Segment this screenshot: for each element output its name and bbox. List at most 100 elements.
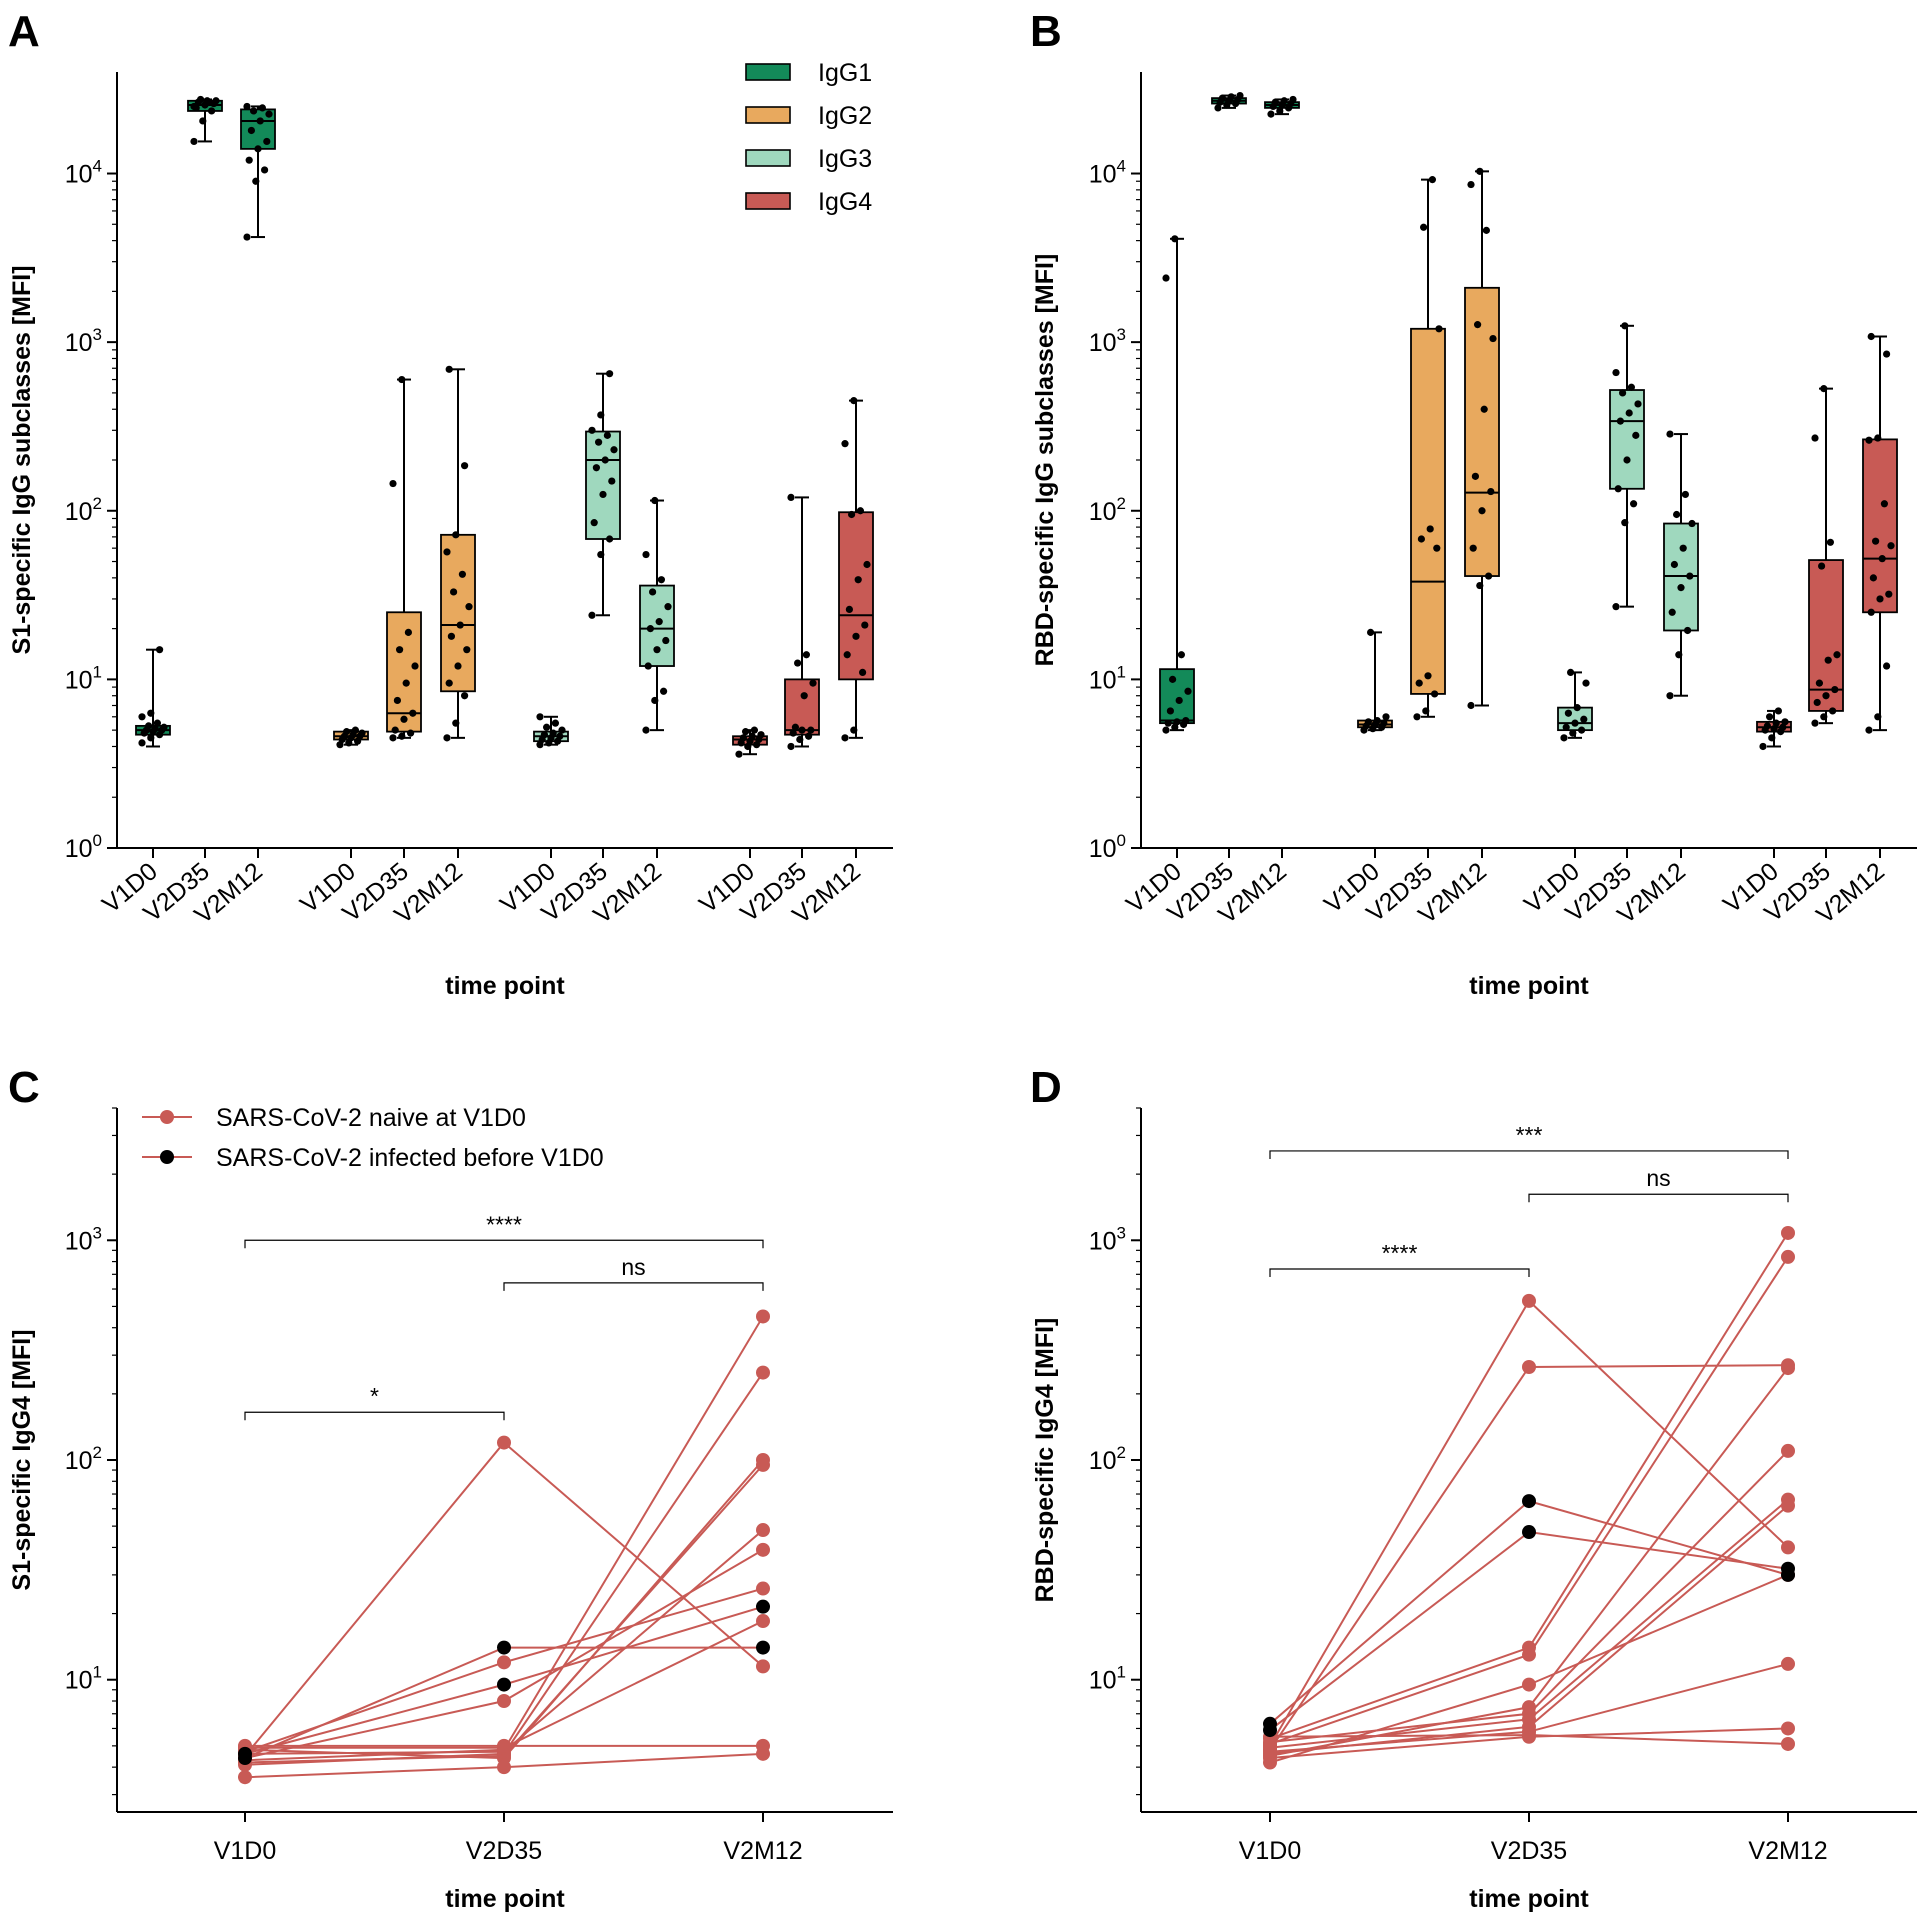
x-axis-title: time point: [1469, 1885, 1589, 1913]
subject-point-naive: [1781, 1721, 1795, 1736]
data-point: [1820, 713, 1828, 721]
data-point: [1382, 713, 1390, 721]
y-axis-title: RBD-specific IgG4 [MFI]: [1031, 1318, 1059, 1603]
data-point: [1467, 701, 1475, 710]
subject-point-naive: [1781, 1225, 1795, 1240]
y-axis-title: S1-specific IgG4 [MFI]: [8, 1329, 36, 1590]
data-point: [1874, 434, 1882, 442]
data-point: [558, 726, 566, 734]
box-iqr: [1808, 559, 1844, 712]
subject-point-naive: [1781, 1540, 1795, 1555]
data-point: [1435, 325, 1443, 333]
box-igg1-v2d35: [1211, 91, 1247, 112]
data-point: [1227, 93, 1235, 101]
data-point: [1688, 519, 1696, 528]
y-tick-label: 101: [65, 1663, 102, 1695]
y-tick-exponent: 2: [93, 1443, 102, 1462]
data-point: [850, 397, 858, 405]
data-point: [1177, 651, 1185, 659]
subject-point-naive: [497, 1694, 511, 1709]
y-tick-exponent: 4: [1117, 157, 1126, 176]
x-axis-title: time point: [445, 1885, 565, 1913]
subject-point-infected: [1781, 1561, 1795, 1576]
y-tick-exponent: 3: [93, 1223, 102, 1242]
data-point: [1772, 719, 1780, 727]
data-point: [456, 621, 464, 629]
box-igg2-v2d35: [1410, 176, 1446, 721]
subject-line: [1269, 1367, 1789, 1757]
y-tick-base: 10: [65, 498, 93, 526]
data-point: [1271, 98, 1279, 106]
legend-swatch-igg1: [745, 63, 791, 81]
box-igg2-v2m12: [440, 365, 476, 742]
significance-label: ***: [1516, 1122, 1543, 1148]
data-point: [1162, 726, 1170, 734]
bracket-line: [1269, 1150, 1789, 1159]
data-point: [1675, 651, 1683, 659]
data-point: [1813, 698, 1821, 707]
data-point: [1469, 544, 1477, 552]
data-point: [1417, 535, 1425, 543]
data-point: [212, 97, 220, 105]
data-point: [1420, 223, 1428, 231]
data-point: [1218, 94, 1226, 102]
subject-point-infected: [238, 1746, 252, 1761]
data-point: [739, 734, 748, 742]
data-point: [791, 723, 800, 731]
data-point: [597, 411, 605, 419]
box-igg3-v1d0: [1557, 668, 1593, 742]
data-point: [1824, 656, 1832, 664]
data-point: [1573, 704, 1581, 712]
data-point: [1166, 707, 1174, 715]
data-point: [1560, 734, 1568, 742]
data-point: [590, 519, 598, 527]
box-igg1-v1d0: [1159, 235, 1195, 734]
data-point: [1831, 685, 1839, 694]
data-point: [1822, 692, 1830, 700]
legend-marker: [160, 1150, 174, 1164]
box-igg1-v2d35: [187, 95, 223, 146]
box-igg3-v2m12: [1663, 430, 1699, 700]
data-point: [1471, 472, 1479, 480]
data-point: [606, 370, 614, 378]
data-point: [1865, 436, 1873, 444]
data-point: [1482, 226, 1490, 234]
data-point: [787, 742, 795, 751]
data-point: [409, 709, 417, 717]
x-tick-label: V2M12: [723, 1837, 802, 1865]
data-point: [841, 440, 849, 448]
data-point: [1872, 537, 1880, 545]
y-tick-label: 101: [1089, 1663, 1126, 1695]
data-point: [1569, 729, 1577, 737]
subject-point-naive: [1522, 1293, 1536, 1308]
y-tick-label: 103: [65, 1223, 102, 1255]
bracket-line: [1269, 1268, 1530, 1278]
data-point: [1616, 417, 1624, 425]
data-point: [1632, 431, 1640, 439]
data-point: [391, 726, 399, 734]
data-point: [1415, 679, 1423, 687]
subject-point-naive: [1781, 1249, 1795, 1264]
y-tick-exponent: 1: [1117, 1663, 1126, 1682]
data-point: [1627, 383, 1635, 391]
data-point: [1885, 590, 1893, 598]
data-point: [465, 603, 473, 611]
data-point: [796, 735, 804, 744]
data-point: [856, 507, 865, 515]
data-point: [1487, 487, 1495, 496]
data-point: [1571, 719, 1579, 727]
significance-bracket: ns: [1528, 1165, 1789, 1203]
data-point: [1182, 716, 1190, 725]
data-point: [1267, 110, 1275, 118]
y-tick-base: 10: [1089, 161, 1117, 189]
data-point: [1869, 574, 1877, 582]
significance-bracket: ****: [244, 1211, 764, 1249]
data-point: [1681, 490, 1689, 499]
data-point: [461, 462, 469, 470]
data-point: [610, 446, 618, 454]
data-point: [443, 548, 451, 556]
box-igg3-v1d0: [533, 713, 569, 749]
y-tick-exponent: 1: [93, 662, 102, 681]
data-point: [595, 438, 603, 446]
data-point: [651, 496, 659, 505]
